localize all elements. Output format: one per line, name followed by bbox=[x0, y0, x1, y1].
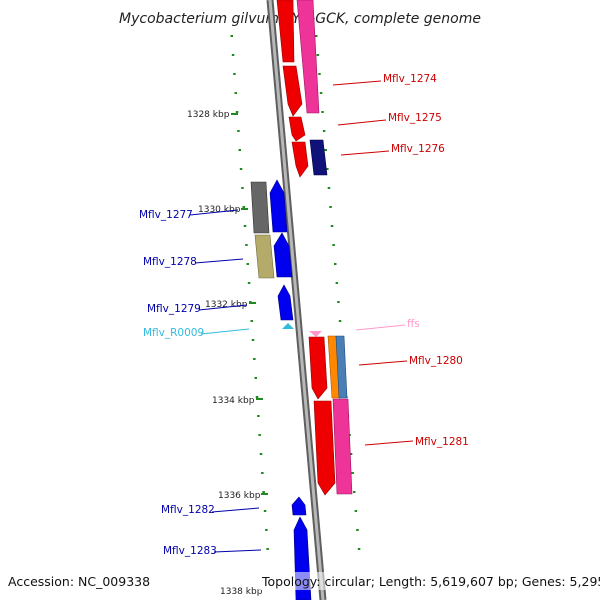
tick-label: 1336 kbp bbox=[218, 491, 261, 501]
leader-line bbox=[200, 328, 250, 335]
gene-label-mflv-1282[interactable]: Mflv_1282 bbox=[161, 504, 215, 516]
gene-arrow[interactable] bbox=[291, 496, 307, 516]
topology-text: Topology: circular; Length: 5,619,607 bp… bbox=[261, 574, 600, 589]
gene-arrow[interactable] bbox=[296, 0, 320, 114]
gene-label-mflv-1276[interactable]: Mflv_1276 bbox=[391, 143, 445, 155]
gene-label-mflv-1275[interactable]: Mflv_1275 bbox=[388, 112, 442, 124]
leader-line bbox=[211, 507, 260, 513]
gene-label-mflv-1283[interactable]: Mflv_1283 bbox=[163, 545, 217, 557]
gene-arrow[interactable] bbox=[313, 400, 336, 496]
tick-label: 1332 kbp bbox=[205, 300, 248, 310]
gene-label-mflv-r0009[interactable]: Mflv_R0009 bbox=[143, 327, 204, 339]
gene-arrow[interactable] bbox=[308, 336, 328, 400]
gene-label-mflv-1280[interactable]: Mflv_1280 bbox=[409, 355, 463, 367]
gene-arrow[interactable] bbox=[277, 284, 294, 321]
footer-backdrop bbox=[258, 572, 598, 590]
gene-label-mflv-1281[interactable]: Mflv_1281 bbox=[415, 436, 469, 448]
gene-arrow[interactable] bbox=[250, 181, 270, 234]
leader-line bbox=[364, 440, 414, 446]
gene-arrow[interactable] bbox=[291, 141, 309, 178]
genome-backbone-highlight bbox=[268, 0, 325, 600]
gene-arrow[interactable] bbox=[276, 0, 295, 63]
gene-features bbox=[250, 0, 353, 600]
gene-arrow[interactable] bbox=[254, 234, 275, 279]
accession-text: Accession: NC_009338 bbox=[8, 574, 150, 589]
tick-label: 1338 kbp bbox=[220, 587, 263, 597]
gene-arrow[interactable] bbox=[273, 232, 293, 278]
gene-arrow[interactable] bbox=[282, 65, 303, 117]
gene-arrow[interactable] bbox=[309, 139, 328, 176]
gene-labels: Mflv_1274 Mflv_1275 Mflv_1276 Mflv_1277 … bbox=[139, 73, 469, 557]
gene-arrow[interactable] bbox=[269, 179, 288, 233]
tick-label: 1330 kbp bbox=[198, 205, 241, 215]
gene-arrow[interactable] bbox=[332, 398, 353, 495]
position-ticks: 1328 kbp 1330 kbp 1332 kbp 1334 kbp 1336… bbox=[187, 110, 268, 597]
tick-label: 1334 kbp bbox=[212, 396, 255, 406]
trna-marker[interactable] bbox=[282, 323, 294, 329]
leader-line bbox=[213, 549, 262, 553]
leader-line bbox=[358, 360, 408, 366]
leader-line bbox=[337, 119, 387, 126]
gene-label-mflv-1278[interactable]: Mflv_1278 bbox=[143, 256, 197, 268]
ffs-marker[interactable] bbox=[309, 331, 322, 337]
gene-arrow[interactable] bbox=[335, 335, 348, 399]
leader-line bbox=[332, 80, 382, 86]
leader-line bbox=[198, 304, 248, 311]
leader-line bbox=[189, 209, 239, 216]
gene-label-ffs[interactable]: ffs bbox=[407, 318, 420, 330]
leader-line bbox=[355, 324, 406, 331]
gc-content-track-left bbox=[230, 35, 269, 550]
leader-line bbox=[194, 258, 244, 264]
gene-arrow[interactable] bbox=[288, 116, 306, 142]
gene-label-mflv-1274[interactable]: Mflv_1274 bbox=[383, 73, 437, 85]
gene-label-mflv-1279[interactable]: Mflv_1279 bbox=[147, 303, 201, 315]
leader-line bbox=[340, 150, 390, 156]
gene-label-mflv-1277[interactable]: Mflv_1277 bbox=[139, 209, 193, 221]
tick-label: 1328 kbp bbox=[187, 110, 230, 120]
